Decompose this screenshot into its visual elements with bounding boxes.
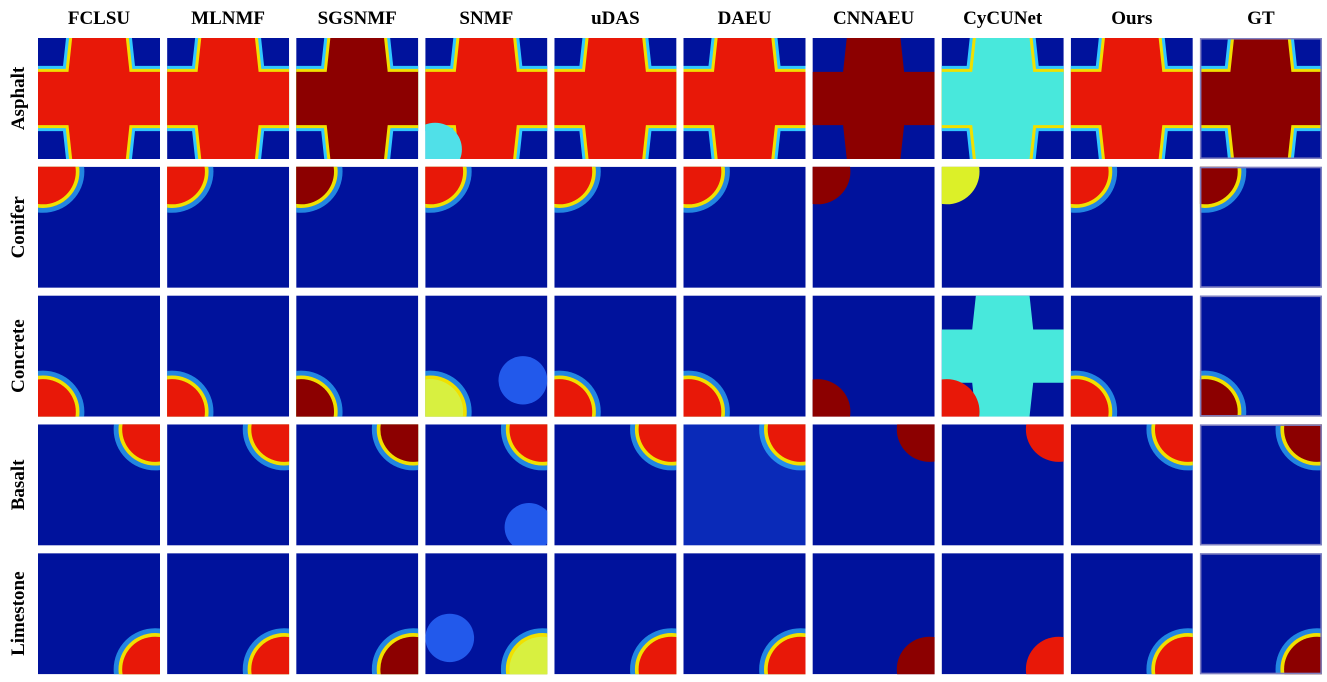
region xyxy=(499,356,548,404)
column-header: FCLSU xyxy=(68,8,131,29)
abundance-map xyxy=(38,38,160,159)
figure: FCLSU MLNMF SGSNMF SNMF uDAS DAEU CNNAEU CyCUNe… xyxy=(0,0,1327,677)
abundance-map xyxy=(408,38,547,176)
abundance-map xyxy=(1071,38,1193,159)
column-header: Ours xyxy=(1111,8,1152,29)
abundance-map xyxy=(813,38,935,159)
abundance-map xyxy=(684,38,806,159)
abundance-map xyxy=(167,38,289,159)
region xyxy=(505,503,554,551)
abundance-map xyxy=(942,38,1064,159)
row-label: Asphalt xyxy=(8,66,29,130)
region xyxy=(425,614,474,662)
column-header: GT xyxy=(1247,8,1275,29)
abundance-map xyxy=(296,38,418,159)
row-label: Limestone xyxy=(8,571,29,655)
abundance-map xyxy=(1200,38,1322,159)
row-label: Basalt xyxy=(8,459,29,510)
column-header: uDAS xyxy=(591,8,640,29)
row-label: Conifer xyxy=(8,196,29,259)
abundance-map xyxy=(554,38,676,159)
column-header: CyCUNet xyxy=(963,8,1043,29)
column-header: MLNMF xyxy=(191,8,265,29)
abundance-map xyxy=(1200,553,1327,677)
column-header: SNMF xyxy=(459,8,513,29)
row-label: Concrete xyxy=(8,319,29,393)
column-header: SGSNMF xyxy=(318,8,397,29)
column-header: CNNAEU xyxy=(833,8,915,29)
column-header: DAEU xyxy=(718,8,772,29)
